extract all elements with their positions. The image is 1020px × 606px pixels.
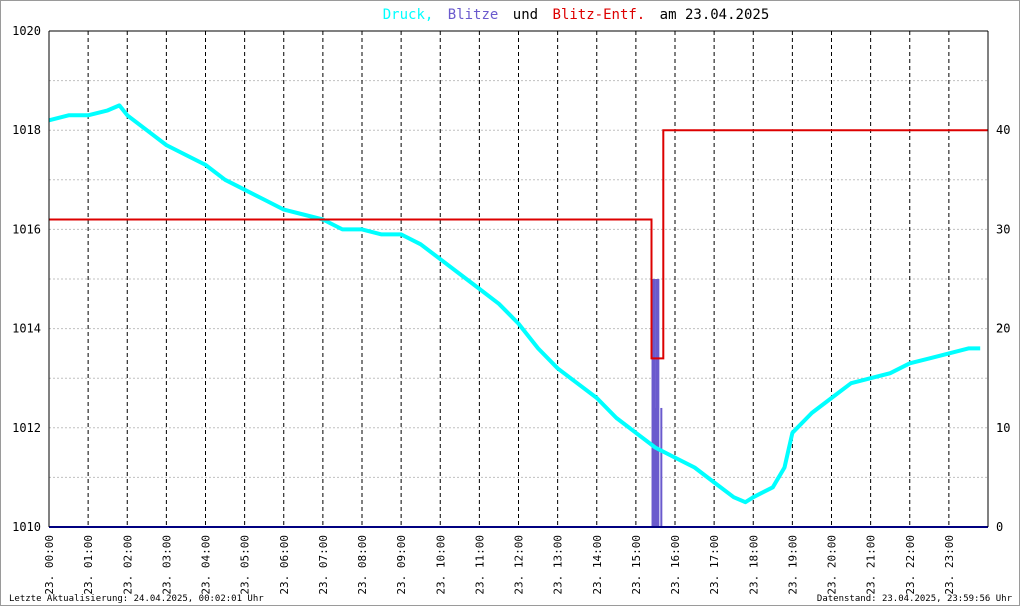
- x-tick-label: 23. 10:00: [434, 535, 447, 595]
- x-tick-label: 23. 06:00: [278, 535, 291, 595]
- x-tick-label: 23. 04:00: [200, 535, 213, 595]
- right-entf-tick-label: 10: [996, 421, 1010, 435]
- right-blitze-tick-label: 1: [996, 421, 1003, 435]
- right-entf-tick-label: 0: [996, 520, 1003, 534]
- grid: [49, 31, 988, 527]
- x-tick-label: 23. 16:00: [669, 535, 682, 595]
- x-tick-label: 23. 13:00: [552, 535, 565, 595]
- x-tick-label: 23. 09:00: [395, 535, 408, 595]
- x-tick-label: 23. 20:00: [826, 535, 839, 595]
- title-date: am 23.04.2025: [660, 7, 770, 23]
- right-entf-tick-label: 40: [996, 123, 1010, 137]
- x-tick-label: 23. 17:00: [708, 535, 721, 595]
- blitz-bar: [660, 407, 663, 527]
- x-tick-label: 23. 08:00: [356, 535, 369, 595]
- x-tick-label: 23. 00:00: [43, 535, 56, 595]
- x-tick-label: 23. 03:00: [160, 535, 173, 595]
- chart-title: Druck, Blitze und Blitz-Entf. am 23.04.2…: [383, 7, 770, 23]
- title-druck: Druck,: [383, 7, 434, 23]
- x-tick-label: 23. 21:00: [865, 535, 878, 595]
- series-lines: [48, 103, 988, 528]
- right-blitze-tick-label: 2: [996, 322, 1003, 336]
- left-tick-label: 1010: [12, 520, 41, 534]
- left-tick-label: 1018: [12, 123, 41, 137]
- x-tick-label: 23. 18:00: [747, 535, 760, 595]
- blitz-bar: [655, 279, 660, 527]
- x-tick-label: 23. 23:00: [943, 535, 956, 595]
- title-und: und: [513, 7, 538, 23]
- druck-series-line: [48, 103, 981, 505]
- left-tick-label: 1020: [12, 24, 41, 38]
- x-tick-label: 23. 15:00: [630, 535, 643, 595]
- right-entf-tick-label: 20: [996, 322, 1010, 336]
- title-blitz-entf: Blitz-Entf.: [553, 7, 646, 23]
- x-tick-label: 23. 11:00: [473, 535, 486, 595]
- footer-right: Datenstand: 23.04.2025, 23:59:56 Uhr: [817, 594, 1013, 604]
- left-tick-label: 1016: [12, 222, 41, 236]
- blitze-bars: [651, 279, 663, 527]
- blitz-entf-series-line: [49, 129, 988, 360]
- title-blitze: Blitze: [448, 7, 499, 23]
- x-tick-label: 23. 05:00: [239, 535, 252, 595]
- left-tick-label: 1014: [12, 322, 41, 336]
- axes: [48, 30, 989, 527]
- x-tick-label: 23. 12:00: [513, 535, 526, 595]
- x-tick-label: 23. 19:00: [786, 535, 799, 595]
- x-tick-label: 23. 14:00: [591, 535, 604, 595]
- right-entf-tick-label: 30: [996, 222, 1010, 236]
- blitz-bar: [651, 279, 656, 527]
- left-tick-label: 1012: [12, 421, 41, 435]
- x-tick-label: 23. 07:00: [317, 535, 330, 595]
- x-tick-label: 23. 01:00: [82, 535, 95, 595]
- blitz-bar: [654, 407, 657, 527]
- footer-left: Letzte Aktualisierung: 24.04.2025, 00:02…: [9, 594, 264, 604]
- x-tick-label: 23. 02:00: [121, 535, 134, 595]
- x-tick-label: 23. 22:00: [904, 535, 917, 595]
